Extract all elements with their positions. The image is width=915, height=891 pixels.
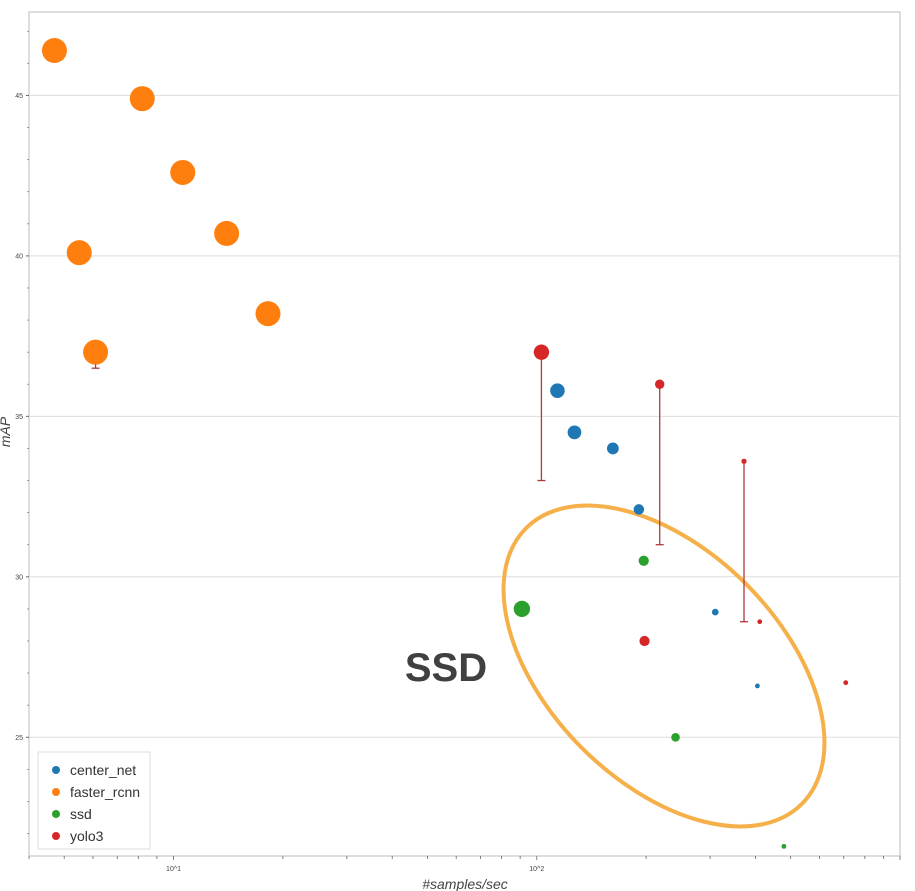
point-yolo3 — [757, 619, 763, 625]
x-tick-label: 10^2 — [529, 866, 544, 873]
legend-marker — [52, 832, 60, 840]
ssd-annotation: SSD — [405, 503, 827, 829]
x-axis-title: #samples/sec — [422, 876, 508, 891]
point-center-net — [755, 683, 760, 689]
ssd-annotation-label: SSD — [405, 646, 487, 690]
point-faster-rcnn — [66, 240, 92, 266]
grid-lines — [29, 94, 900, 738]
point-ssd — [513, 600, 531, 618]
point-faster-rcnn — [170, 159, 196, 185]
legend-marker — [52, 766, 60, 774]
x-tick-label: 10^1 — [166, 866, 181, 873]
legend-label: faster_rcnn — [70, 784, 140, 800]
point-center-net — [567, 425, 582, 440]
y-tick-label: 40 — [15, 253, 23, 260]
y-tick-label: 30 — [15, 574, 23, 581]
point-ssd — [781, 843, 787, 849]
point-yolo3 — [843, 680, 849, 686]
point-faster-rcnn — [214, 220, 240, 246]
point-faster-rcnn — [129, 86, 155, 112]
point-faster-rcnn — [83, 339, 109, 365]
legend-marker — [52, 810, 60, 818]
point-center-net — [633, 504, 645, 515]
y-tick-label: 25 — [15, 735, 23, 742]
y-tick-label: 45 — [15, 93, 23, 100]
point-center-net — [711, 608, 719, 616]
x-axis: 10^1 10^2 — [28, 856, 901, 873]
point-yolo3 — [654, 379, 665, 389]
legend-label: ssd — [70, 806, 92, 822]
point-yolo3 — [533, 344, 550, 360]
y-tick-label: 35 — [15, 414, 23, 421]
point-ssd — [671, 732, 680, 742]
legend-label: yolo3 — [70, 828, 104, 844]
point-faster-rcnn — [41, 38, 67, 64]
point-yolo3 — [741, 458, 747, 464]
legend-label: center_net — [70, 762, 136, 778]
point-yolo3 — [639, 635, 650, 647]
legend-marker — [52, 788, 60, 796]
point-center-net — [550, 383, 565, 398]
y-axis: 25 30 35 40 45 — [15, 30, 29, 834]
point-faster-rcnn — [255, 301, 281, 327]
ssd-highlight-ellipse — [501, 503, 827, 829]
error-bars — [91, 352, 749, 623]
y-axis-title: mAP — [0, 416, 13, 447]
point-center-net — [606, 442, 619, 455]
plot-frame — [28, 11, 901, 857]
point-ssd — [638, 555, 649, 566]
data-points — [41, 38, 849, 849]
